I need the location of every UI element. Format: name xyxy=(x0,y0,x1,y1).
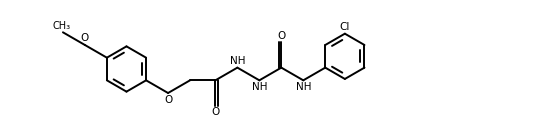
Text: NH: NH xyxy=(296,82,311,92)
Text: NH: NH xyxy=(252,82,268,92)
Text: Cl: Cl xyxy=(340,22,350,32)
Text: O: O xyxy=(164,95,172,105)
Text: O: O xyxy=(81,33,89,43)
Text: CH₃: CH₃ xyxy=(52,21,70,31)
Text: O: O xyxy=(211,107,219,117)
Text: O: O xyxy=(277,31,286,41)
Text: NH: NH xyxy=(230,56,246,66)
